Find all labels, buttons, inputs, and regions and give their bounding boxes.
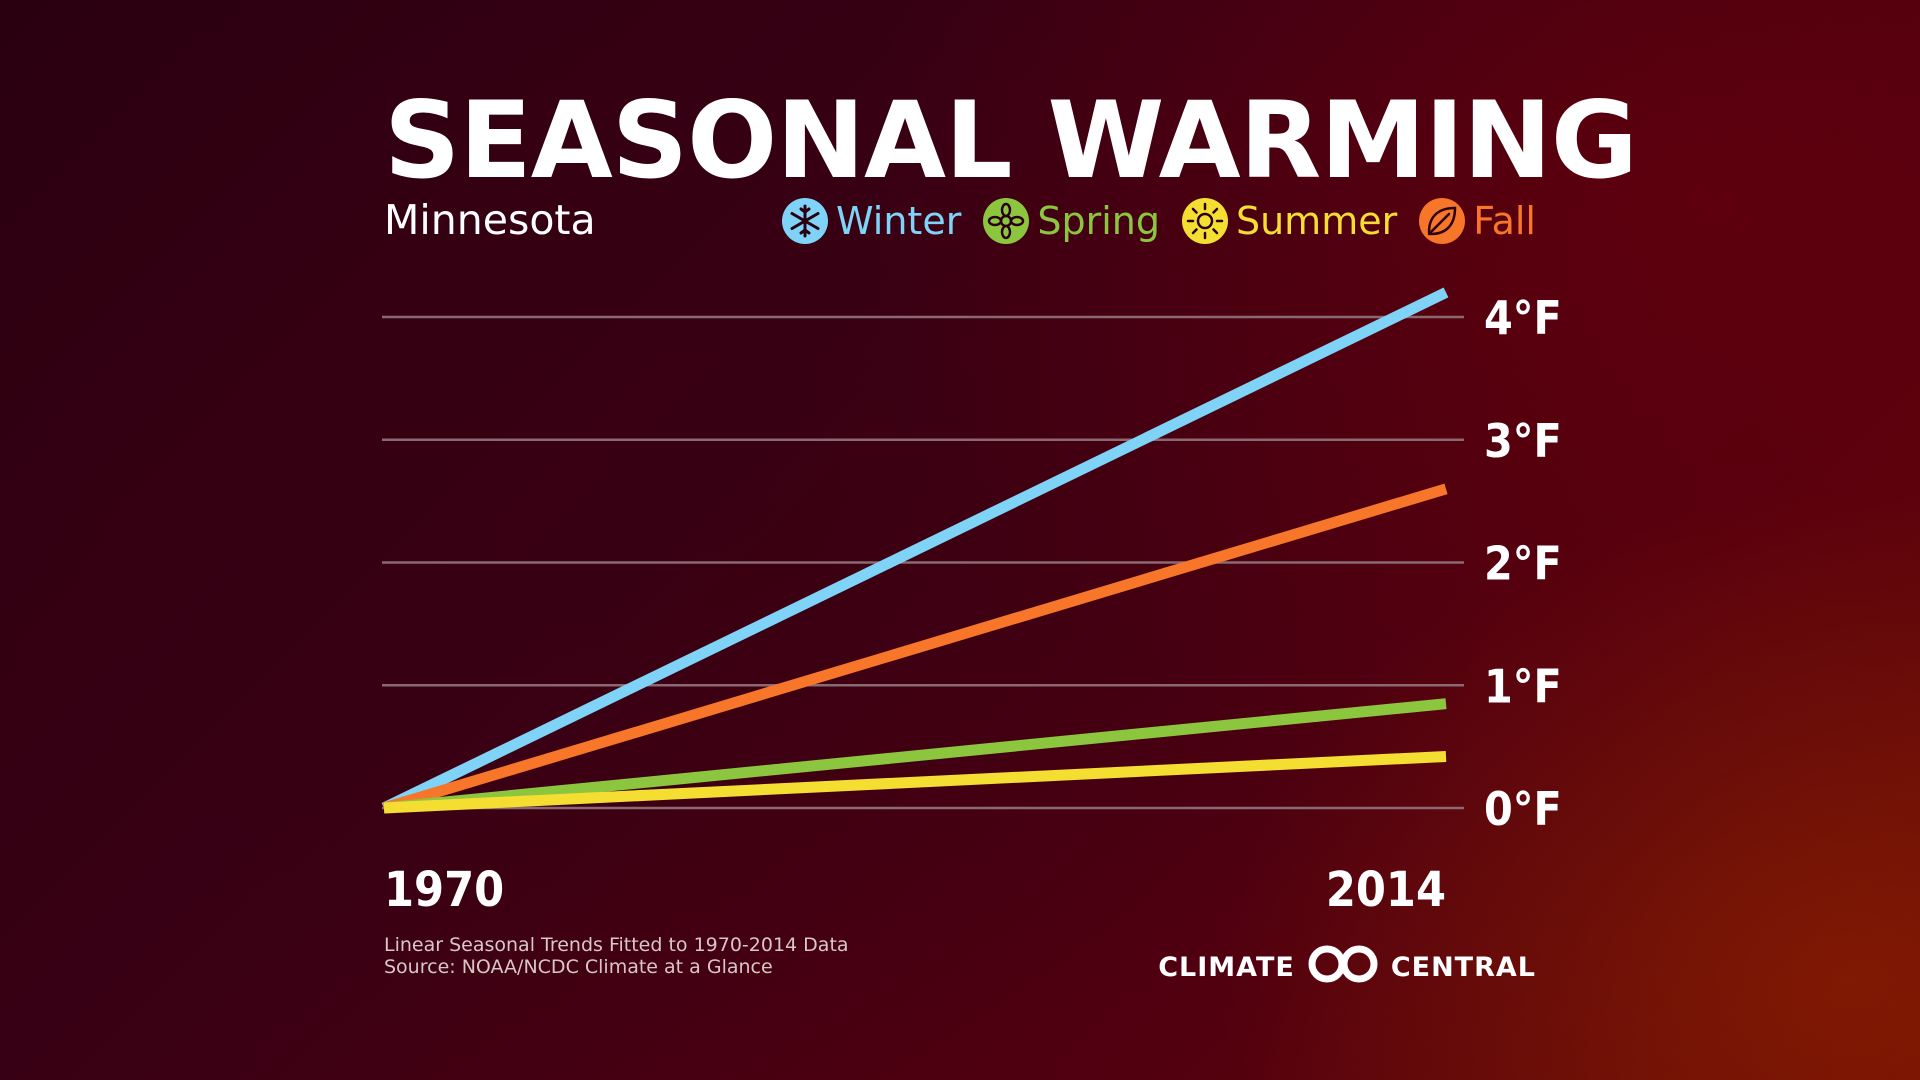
sun-icon bbox=[1181, 198, 1228, 244]
series-line-fall bbox=[382, 483, 1448, 814]
legend-item-spring: Spring bbox=[983, 198, 1160, 244]
chart-subtitle: Minnesota bbox=[384, 196, 596, 244]
y-tick-label: 3°F bbox=[1484, 414, 1562, 468]
flower-icon bbox=[983, 198, 1030, 244]
x-tick-label: 2014 bbox=[1326, 862, 1446, 918]
legend-label-winter: Winter bbox=[836, 199, 962, 243]
y-tick-label: 2°F bbox=[1484, 537, 1562, 591]
series-line-summer bbox=[383, 750, 1447, 814]
snowflake-icon bbox=[782, 198, 829, 244]
series-line-winter bbox=[381, 287, 1449, 813]
y-tick-label: 4°F bbox=[1484, 291, 1562, 345]
legend: Winter Spring bbox=[782, 198, 1536, 244]
legend-item-winter: Winter bbox=[782, 198, 961, 244]
legend-item-summer: Summer bbox=[1181, 198, 1398, 244]
footnote-source: Source: NOAA/NCDC Climate at a Glance bbox=[384, 956, 773, 978]
series-lines bbox=[381, 287, 1449, 814]
climate-central-logo: CLIMATE CENTRAL bbox=[1158, 944, 1536, 991]
y-tick-label: 0°F bbox=[1484, 782, 1562, 836]
legend-label-summer: Summer bbox=[1235, 199, 1398, 243]
leaf-icon bbox=[1419, 198, 1466, 244]
y-tick-label: 1°F bbox=[1484, 659, 1562, 713]
axis-labels: 0°F 1°F 2°F 3°F 4°F 1970 2014 bbox=[384, 291, 1562, 918]
brand-rings-icon bbox=[1305, 944, 1381, 991]
brand-left-text: CLIMATE bbox=[1158, 952, 1295, 983]
x-tick-label: 1970 bbox=[384, 862, 504, 918]
series-line-spring bbox=[383, 698, 1447, 814]
legend-label-spring: Spring bbox=[1037, 199, 1160, 243]
grid-lines bbox=[382, 315, 1464, 810]
legend-label-fall: Fall bbox=[1473, 199, 1536, 243]
footnote: Linear Seasonal Trends Fitted to 1970-20… bbox=[384, 934, 849, 978]
legend-item-fall: Fall bbox=[1419, 198, 1536, 244]
footnote-method: Linear Seasonal Trends Fitted to 1970-20… bbox=[384, 934, 849, 956]
chart-title: SEASONAL WARMING bbox=[384, 79, 1638, 202]
brand-right-text: CENTRAL bbox=[1390, 952, 1536, 983]
